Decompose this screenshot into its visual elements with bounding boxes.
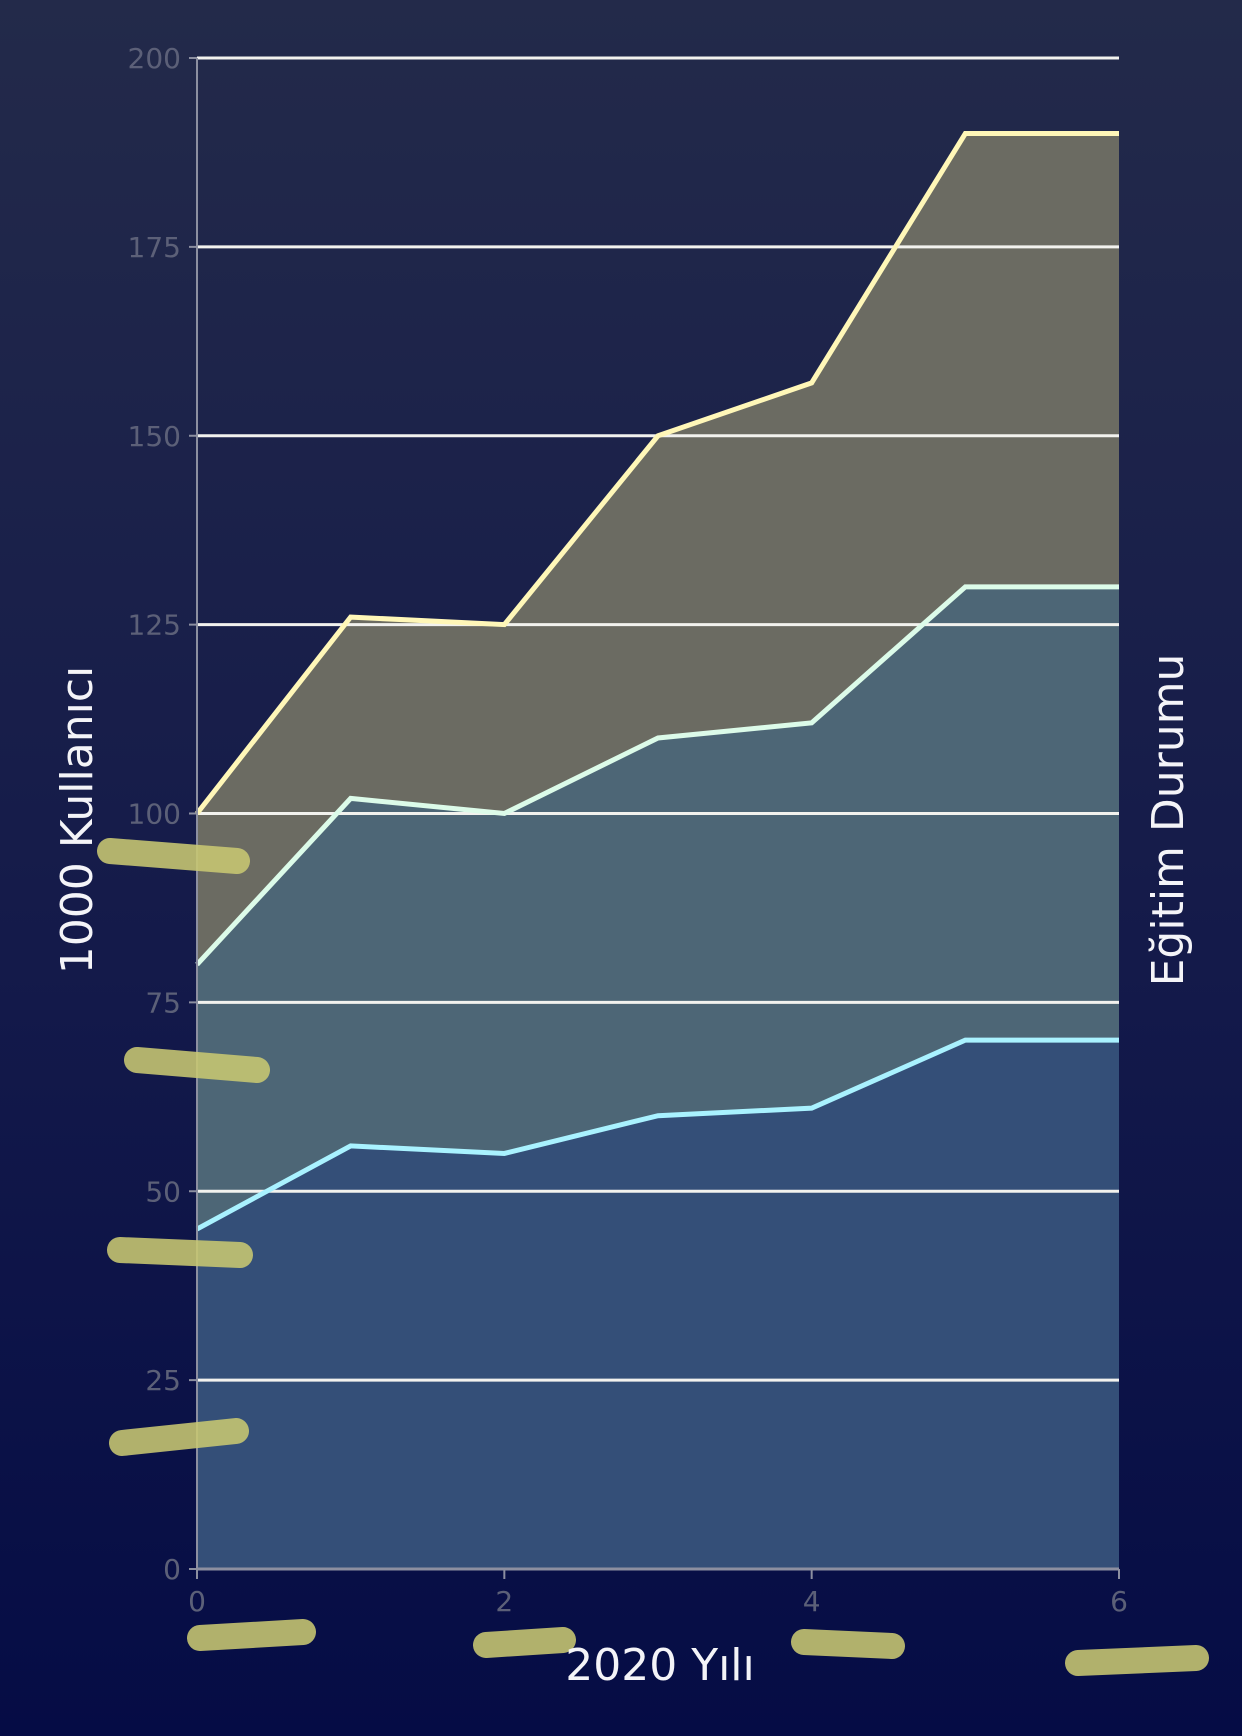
series-2-area: [197, 1040, 1119, 1569]
series-0-line: [195, 131, 1119, 816]
x-tick-label: 6: [1110, 1585, 1128, 1618]
highlighter-mark: [187, 1619, 316, 1651]
y-tick-label: 200: [128, 42, 181, 75]
highlighter-mark: [124, 1047, 270, 1083]
area-fills: [197, 133, 1119, 1569]
highlighter-mark: [109, 1418, 249, 1456]
y-tick-label: 175: [128, 231, 181, 264]
highlighter-mark: [1065, 1645, 1209, 1676]
y-tick-labels: 0 25 50 75 100 125 150 175 200: [128, 42, 197, 1586]
highlighter-mark: [97, 838, 250, 874]
x-tick-label: 0: [188, 1585, 206, 1618]
x-tick-label: 2: [495, 1585, 513, 1618]
series-lines: [195, 131, 1119, 1232]
y-axis-title: 1000 Kullanıcı: [52, 666, 103, 974]
highlighter-mark: [791, 1629, 905, 1659]
highlighter-mark: [107, 1237, 253, 1268]
y-tick-label: 125: [128, 609, 181, 642]
y-axis-title-right: Eğitim Durumu: [1143, 654, 1194, 987]
x-axis-title: 2020 Yılı: [565, 1640, 755, 1691]
x-tick-labels: 0 2 4 6: [188, 1569, 1128, 1618]
y-tick-label: 50: [145, 1175, 181, 1208]
y-tick-label: 0: [163, 1553, 181, 1586]
series-2-line: [195, 1037, 1119, 1232]
highlighter-mark: [473, 1627, 576, 1658]
y-tick-label: 100: [128, 798, 181, 831]
y-tick-label: 25: [145, 1364, 181, 1397]
x-tick-label: 4: [803, 1585, 821, 1618]
y-tick-label: 150: [128, 420, 181, 453]
series-1-line: [195, 584, 1119, 967]
y-tick-label: 75: [145, 986, 181, 1019]
highlighter-marks: [97, 838, 1209, 1676]
